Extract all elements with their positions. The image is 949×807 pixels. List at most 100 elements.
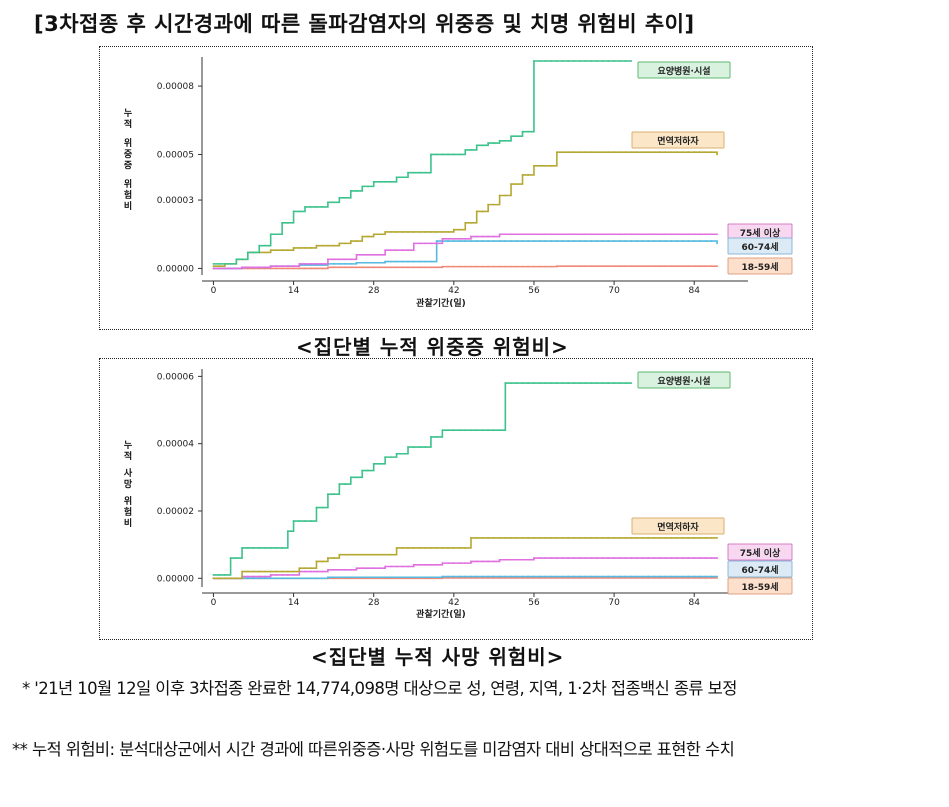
series-point bbox=[470, 235, 472, 238]
series-point bbox=[630, 265, 633, 268]
series-point bbox=[710, 265, 713, 268]
series-point bbox=[624, 382, 627, 384]
y-tick-label: 0.00000 bbox=[157, 264, 194, 274]
series-point bbox=[533, 536, 535, 539]
series-point bbox=[710, 575, 713, 578]
series-point bbox=[658, 265, 661, 268]
series-point bbox=[275, 233, 278, 236]
series-point bbox=[338, 553, 341, 556]
series-point bbox=[670, 233, 673, 236]
legend-label: 면역저하자 bbox=[657, 521, 699, 533]
series-point bbox=[647, 575, 650, 578]
series-point bbox=[710, 240, 713, 242]
series-point bbox=[676, 575, 678, 578]
series-point bbox=[487, 560, 490, 563]
series-point bbox=[327, 258, 329, 261]
series-point bbox=[521, 558, 524, 561]
series-point bbox=[361, 567, 364, 570]
series-point bbox=[492, 265, 495, 268]
series-point bbox=[555, 60, 558, 62]
series-point bbox=[435, 153, 438, 156]
series-point bbox=[624, 233, 627, 236]
series-point bbox=[533, 164, 535, 167]
series-point bbox=[636, 265, 638, 268]
series-point bbox=[555, 536, 558, 539]
series-point bbox=[361, 266, 364, 269]
series-point bbox=[401, 231, 404, 233]
series-point bbox=[504, 265, 507, 268]
series-point bbox=[264, 251, 266, 254]
series-point bbox=[412, 260, 415, 263]
series-point bbox=[315, 205, 318, 208]
series-point bbox=[447, 153, 450, 156]
series-point bbox=[435, 547, 438, 549]
series-point bbox=[286, 221, 289, 224]
series-point bbox=[687, 557, 690, 559]
series-point bbox=[601, 536, 604, 539]
series-point bbox=[510, 183, 512, 185]
series-point bbox=[578, 577, 581, 579]
series-point bbox=[475, 240, 478, 242]
series-point bbox=[389, 260, 392, 263]
series-point bbox=[384, 565, 387, 568]
series-point bbox=[584, 557, 587, 559]
series-point bbox=[596, 557, 598, 559]
x-tick-label: 70 bbox=[608, 286, 620, 296]
series-point bbox=[544, 575, 547, 578]
y-label-line: 위중증 bbox=[123, 139, 133, 171]
series-point bbox=[555, 577, 558, 579]
series-point bbox=[596, 240, 598, 242]
series-point bbox=[212, 577, 215, 580]
series-point bbox=[229, 577, 232, 580]
series-point bbox=[590, 240, 593, 242]
series-point bbox=[481, 235, 484, 238]
legend-label: 18-59세 bbox=[741, 581, 778, 593]
series-point bbox=[367, 576, 369, 579]
series-point bbox=[538, 577, 541, 579]
series-point bbox=[636, 536, 638, 539]
x-tick-label: 84 bbox=[688, 598, 700, 608]
series-point bbox=[687, 151, 690, 154]
series-point bbox=[481, 536, 484, 539]
series-point bbox=[218, 577, 221, 580]
series-point bbox=[292, 210, 295, 213]
x-tick-label: 28 bbox=[368, 598, 380, 608]
series-point bbox=[699, 536, 701, 539]
series-point bbox=[258, 266, 261, 269]
series-point bbox=[538, 575, 541, 578]
series-point bbox=[658, 577, 661, 579]
series-point bbox=[407, 565, 409, 568]
series-point bbox=[515, 536, 518, 539]
series-point bbox=[470, 577, 472, 579]
series-point bbox=[676, 577, 678, 579]
y-tick-label: 0.00006 bbox=[157, 372, 194, 382]
series-point bbox=[584, 265, 587, 268]
series-point bbox=[498, 233, 501, 236]
series-point bbox=[544, 60, 547, 62]
series-point bbox=[441, 429, 444, 432]
series-point bbox=[487, 142, 490, 144]
series-point bbox=[269, 249, 272, 252]
series-point bbox=[441, 231, 444, 233]
series-point bbox=[286, 574, 289, 576]
series-point bbox=[676, 536, 678, 539]
series-point bbox=[327, 557, 329, 559]
series-point bbox=[653, 265, 656, 268]
series-point bbox=[618, 575, 621, 578]
series-point bbox=[281, 265, 284, 268]
series-point bbox=[693, 577, 696, 579]
series-point bbox=[693, 240, 696, 242]
series-point bbox=[578, 265, 581, 268]
series-point bbox=[544, 536, 547, 539]
series-point bbox=[521, 575, 524, 578]
series-point bbox=[298, 520, 301, 522]
series-point bbox=[355, 576, 358, 579]
series-point bbox=[498, 265, 501, 268]
series-point bbox=[533, 382, 535, 384]
series-point bbox=[498, 575, 501, 578]
series-point bbox=[527, 265, 530, 268]
series-point bbox=[246, 577, 249, 580]
severe-chart-caption: <집단별 누적 위중증 위험비> bbox=[296, 335, 569, 359]
series-point bbox=[504, 536, 507, 539]
series-point bbox=[447, 547, 450, 549]
